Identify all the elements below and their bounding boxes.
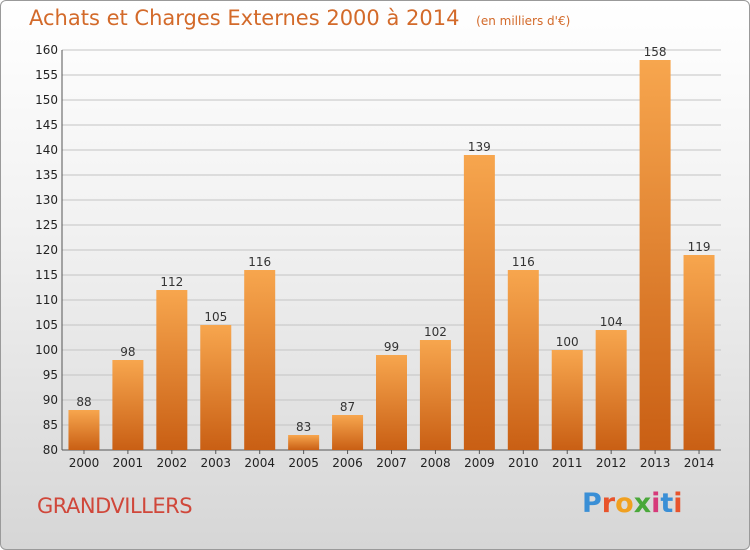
x-tick-label: 2009	[464, 456, 495, 470]
bar-2013	[639, 60, 671, 450]
logo-letter: i	[651, 488, 661, 519]
x-tick-label: 2010	[508, 456, 539, 470]
data-label: 116	[512, 255, 535, 269]
x-tick-label: 2000	[69, 456, 100, 470]
y-tick-label: 145	[35, 118, 58, 132]
data-label: 139	[468, 140, 491, 154]
y-tick-label: 140	[35, 143, 58, 157]
y-tick-label: 155	[35, 68, 58, 82]
x-tick-label: 2013	[640, 456, 671, 470]
data-label: 100	[556, 335, 579, 349]
commune-name: GRANDVILLERS	[37, 494, 193, 518]
proxiti-logo[interactable]: Proxiti	[582, 488, 683, 519]
y-tick-label: 125	[35, 218, 58, 232]
y-tick-label: 80	[43, 443, 58, 457]
data-label: 158	[644, 45, 667, 59]
logo-letter: P	[582, 488, 602, 519]
x-tick-label: 2005	[288, 456, 319, 470]
bar-2003	[200, 325, 232, 450]
x-tick-label: 2011	[552, 456, 583, 470]
data-label: 112	[160, 275, 183, 289]
y-tick-label: 135	[35, 168, 58, 182]
x-tick-label: 2007	[376, 456, 407, 470]
logo-letter: t	[660, 488, 674, 519]
data-label: 88	[76, 395, 91, 409]
bar-2000	[68, 410, 100, 450]
bar-2014	[683, 255, 715, 450]
data-label: 99	[384, 340, 399, 354]
data-label: 83	[296, 420, 311, 434]
chart-title: Achats et Charges Externes 2000 à 2014 (…	[29, 6, 570, 30]
y-tick-label: 110	[35, 293, 58, 307]
logo-letter: i	[673, 488, 683, 519]
data-label: 119	[688, 240, 711, 254]
y-tick-label: 130	[35, 193, 58, 207]
x-tick-label: 2003	[200, 456, 231, 470]
y-tick-label: 85	[43, 418, 58, 432]
y-tick-label: 90	[43, 393, 58, 407]
y-tick-label: 115	[35, 268, 58, 282]
x-tick-label: 2014	[684, 456, 715, 470]
bar-2008	[419, 340, 451, 450]
chart-subtitle: (en milliers d'€)	[476, 14, 571, 28]
bar-2012	[595, 330, 627, 450]
data-label: 116	[248, 255, 271, 269]
bar-2005	[288, 435, 320, 450]
x-tick-label: 2012	[596, 456, 627, 470]
data-label: 102	[424, 325, 447, 339]
bar-2006	[332, 415, 364, 450]
data-label: 87	[340, 400, 355, 414]
data-label: 104	[600, 315, 623, 329]
bar-2009	[463, 155, 495, 450]
y-tick-label: 100	[35, 343, 58, 357]
y-tick-label: 95	[43, 368, 58, 382]
data-label: 98	[120, 345, 135, 359]
x-tick-label: 2006	[332, 456, 363, 470]
chart-title-text: Achats et Charges Externes 2000 à 2014	[29, 6, 460, 30]
logo-letter: r	[601, 488, 616, 519]
y-tick-label: 120	[35, 243, 58, 257]
bar-2007	[376, 355, 407, 450]
labels: 80 85 90 95 100 105 110 115 120 125 130 135 140 145 15…	[35, 43, 714, 470]
x-tick-label: 2008	[420, 456, 451, 470]
data-label: 105	[204, 310, 227, 324]
logo-letter: o	[615, 488, 634, 519]
bar-2004	[244, 270, 276, 450]
bar-2001	[112, 360, 144, 450]
x-tick-label: 2002	[157, 456, 188, 470]
logo-letter: x	[633, 488, 652, 519]
x-tick-label: 2001	[113, 456, 144, 470]
y-tick-label: 150	[35, 93, 58, 107]
x-tick-label: 2004	[244, 456, 275, 470]
y-tick-label: 160	[35, 43, 58, 57]
bar-2002	[156, 290, 188, 450]
bars	[68, 60, 715, 450]
y-tick-label: 105	[35, 318, 58, 332]
bar-2011	[551, 350, 583, 450]
bar-2010	[507, 270, 539, 450]
